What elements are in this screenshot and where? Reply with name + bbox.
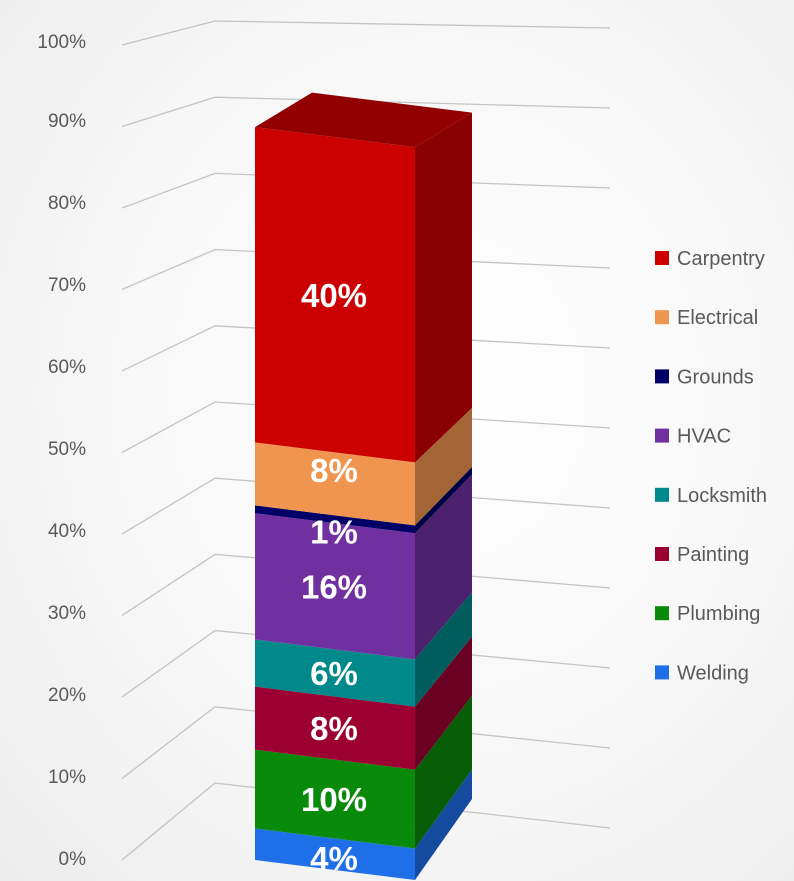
legend-label: Plumbing [677,603,760,625]
legend-item-plumbing: Plumbing [655,603,760,625]
y-tick-label: 30% [48,603,86,624]
bar-segment-carpentry [255,112,472,463]
legend-swatch [655,665,669,680]
gridline [121,629,611,698]
legend-swatch [655,547,669,561]
bar-segment-hvac [255,474,472,660]
legend: Carpentry Electrical Grounds HVAC Locksmith P… [655,248,767,684]
bar-top-face [255,92,472,148]
bar-segment-painting [255,636,472,770]
gridline [121,401,611,454]
legend-label: Grounds [677,366,754,388]
data-label-carpentry: 40% [301,277,367,314]
y-tick-label: 90% [48,111,86,132]
legend-label: Electrical [677,307,758,329]
legend-swatch [655,310,669,325]
legend-swatch [655,369,669,384]
legend-item-grounds: Grounds [655,366,754,388]
bar-segment-plumbing [255,695,472,849]
y-tick-label: 100% [37,32,86,53]
y-tick-label: 60% [48,357,86,378]
bar-segment-grounds [255,466,472,534]
gridline [121,553,611,617]
legend-label: Welding [677,662,749,684]
gridline [121,782,611,861]
y-axis-tick-labels: 0% 10% 20% 30% 40% 50% 60% 70% 80% 90% 100% [37,32,86,870]
bar-front-face [255,686,415,770]
gridline [121,325,611,372]
legend-item-hvac: HVAC [655,426,731,448]
stacked-bar [255,92,472,880]
gridline [121,477,611,535]
data-label-painting: 8% [310,710,358,747]
data-labels: 4% 10% 8% 6% 16% 1% 8% 40% [301,277,367,877]
gridline [121,20,611,46]
data-label-locksmith: 6% [310,655,358,692]
y-tick-label: 50% [48,439,86,460]
bar-side-face [415,592,472,707]
bar-side-face [415,466,472,534]
legend-label: Painting [677,544,749,566]
bar-segment-welding [255,769,472,880]
legend-swatch [655,487,669,502]
bar-front-face [255,828,415,880]
bar-side-face [415,112,472,463]
legend-label: Carpentry [677,248,765,270]
legend-label: Locksmith [677,485,767,507]
gridline [121,248,611,291]
bar-front-face [255,749,415,849]
data-label-grounds: 1% [310,513,358,550]
y-tick-label: 70% [48,275,86,296]
gridline [121,172,611,209]
legend-item-painting: Painting [655,544,749,566]
legend-label: HVAC [677,426,731,448]
bar-front-face [255,442,415,526]
bar-side-face [415,474,472,660]
bar-segment-electrical [255,407,472,526]
legend-item-welding: Welding [655,662,749,684]
data-label-electrical: 8% [310,452,358,489]
legend-swatch [655,428,669,443]
legend-swatch [655,251,669,265]
gridline [121,706,611,780]
y-tick-label: 40% [48,521,86,542]
y-tick-label: 0% [59,849,87,870]
y-tick-label: 80% [48,193,86,214]
bar-front-face [255,639,415,707]
bar-side-face [415,407,472,526]
bar-segment-locksmith [255,592,472,707]
legend-swatch [655,606,669,621]
y-tick-label: 20% [48,685,86,706]
bar-front-face [255,505,415,534]
gridline [121,96,611,128]
bar-side-face [415,636,472,770]
legend-item-electrical: Electrical [655,307,758,329]
bar-front-face [255,513,415,660]
data-label-plumbing: 10% [301,781,367,818]
bar-front-face [255,127,415,463]
data-label-welding: 4% [310,840,358,877]
bar-side-face [415,695,472,849]
legend-item-carpentry: Carpentry [655,248,765,270]
legend-item-locksmith: Locksmith [655,485,767,507]
y-tick-label: 10% [48,767,86,788]
gridlines [121,20,611,861]
bar-side-face [415,769,472,880]
data-label-hvac: 16% [301,568,367,605]
